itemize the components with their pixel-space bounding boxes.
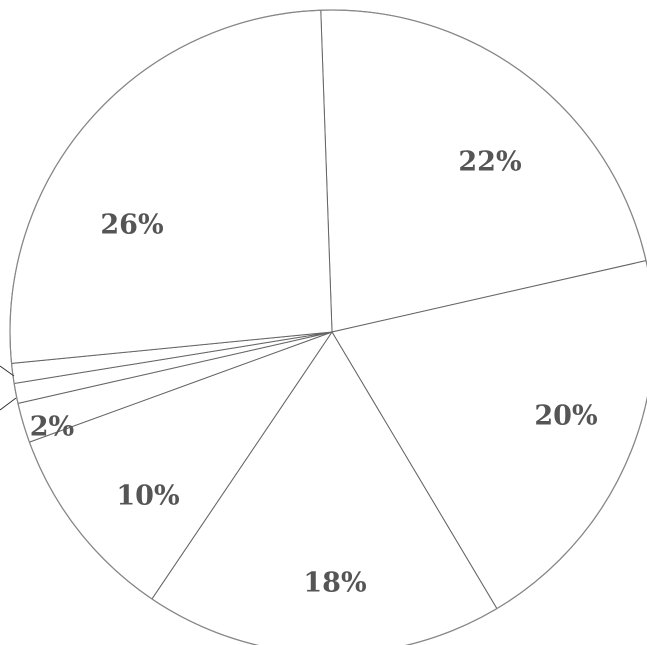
slice-label-5: 2% (30, 412, 74, 443)
pie-slices (10, 10, 647, 645)
slice-label-4: 10% (116, 481, 179, 512)
pie-slice-8 (10, 10, 332, 363)
slice-label-8: 26% (100, 210, 163, 241)
slice-label-2: 20% (534, 401, 597, 432)
slice-label-3: 18% (303, 568, 366, 599)
slice-label-1: 22% (458, 147, 521, 178)
leader-line-2 (0, 398, 16, 410)
